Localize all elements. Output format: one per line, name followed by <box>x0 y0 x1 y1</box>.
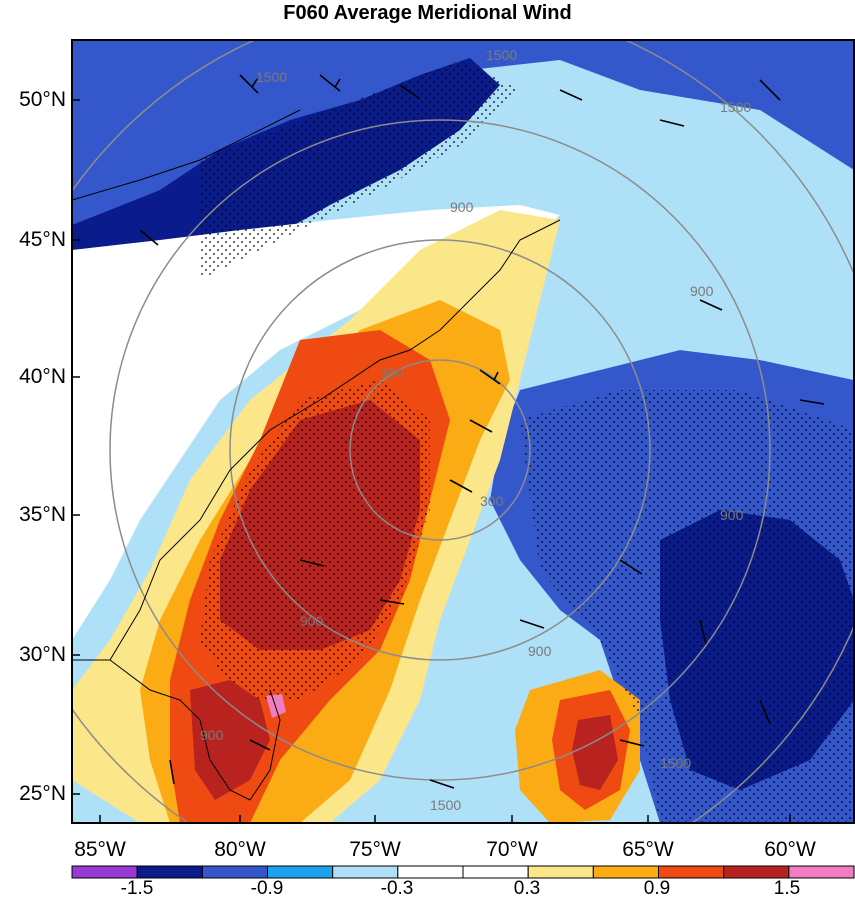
contour-label: 1500 <box>430 797 461 813</box>
lon-label: 60°W <box>764 838 816 861</box>
contour-labels: 1500 1500 1500 900 900 900 900 900 300 3… <box>200 47 751 813</box>
colorbar-swatch <box>658 865 725 879</box>
lon-label: 80°W <box>214 838 266 861</box>
contour-label: 1500 <box>660 755 691 771</box>
contour-label: 900 <box>690 283 714 299</box>
contour-label: 900 <box>720 507 744 523</box>
colorbar-label: 0.9 <box>643 878 671 899</box>
field-light-band <box>72 205 560 640</box>
colorbar-swatch <box>397 865 464 879</box>
contour-label: 900 <box>300 613 324 629</box>
colorbar-swatch <box>332 865 399 879</box>
contour-label: 1500 <box>256 69 287 85</box>
axis-ticks <box>72 99 791 823</box>
contour-label: 900 <box>528 643 552 659</box>
field-extreme-positive <box>266 694 286 718</box>
lon-label: 70°W <box>486 838 538 861</box>
colorbar-label: 1.5 <box>773 878 801 899</box>
map-frame <box>71 39 855 824</box>
field-stippling-negative <box>200 60 520 280</box>
colorbar-swatch <box>788 865 855 879</box>
lon-label: 85°W <box>74 838 126 861</box>
colorbar-swatch <box>462 865 529 879</box>
contour-label: 900 <box>450 199 474 215</box>
colorbar-swatch <box>527 865 594 879</box>
contour-label: 1500 <box>486 47 517 63</box>
field-negative-north <box>72 40 854 250</box>
colorbar-label: -0.9 <box>250 878 284 899</box>
colorbar <box>71 865 855 879</box>
colorbar-swatch <box>201 865 268 879</box>
colorbar-swatch <box>723 865 790 879</box>
lat-label: 40°N <box>19 365 66 388</box>
colorbar-swatch <box>267 865 334 879</box>
lat-label: 35°N <box>19 503 66 526</box>
wind-barbs <box>139 74 825 789</box>
lon-label: 65°W <box>622 838 674 861</box>
lat-label: 25°N <box>19 782 66 805</box>
contour-label: 300 <box>380 365 404 381</box>
figure-title: F060 Average Meridional Wind <box>283 2 572 24</box>
lat-label: 45°N <box>19 228 66 251</box>
lat-label: 30°N <box>19 643 66 666</box>
field-stippling-east <box>520 390 854 823</box>
colorbar-swatch <box>71 865 138 879</box>
field-florida-positive <box>190 680 270 800</box>
lon-label: 75°W <box>349 838 401 861</box>
field-stippling-positive <box>200 380 430 700</box>
colorbar-label: -1.5 <box>120 878 154 899</box>
colorbar-label: -0.3 <box>380 878 414 899</box>
field-offshore-strong-positive <box>572 715 618 790</box>
coastline <box>72 109 561 801</box>
colorbar-swatch <box>136 865 203 879</box>
field-light-east <box>520 220 854 380</box>
contour-label: 300 <box>480 493 504 509</box>
contour-label: 900 <box>200 727 224 743</box>
contour-label: 1500 <box>720 99 751 115</box>
colorbar-label: 0.3 <box>513 878 541 899</box>
lat-label: 50°N <box>19 88 66 111</box>
colorbar-swatch <box>592 865 659 879</box>
